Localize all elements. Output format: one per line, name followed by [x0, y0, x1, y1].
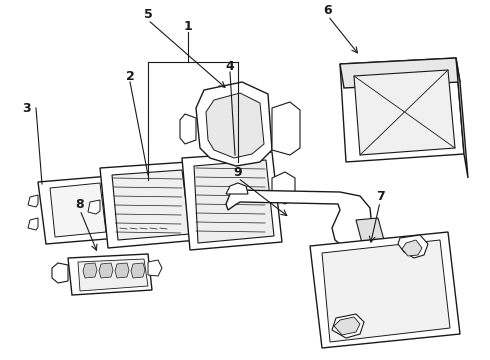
Polygon shape	[196, 82, 272, 166]
Text: 7: 7	[376, 189, 384, 202]
Text: 5: 5	[144, 8, 152, 21]
Ellipse shape	[281, 112, 289, 120]
Polygon shape	[272, 102, 300, 155]
Polygon shape	[180, 114, 196, 144]
Polygon shape	[50, 183, 106, 237]
Text: 6: 6	[324, 4, 332, 17]
Polygon shape	[99, 263, 113, 278]
Polygon shape	[83, 263, 97, 278]
Polygon shape	[398, 235, 428, 258]
Polygon shape	[112, 170, 190, 240]
Polygon shape	[226, 183, 248, 194]
Ellipse shape	[344, 225, 356, 239]
Text: 1: 1	[184, 19, 193, 32]
Ellipse shape	[281, 140, 289, 148]
Polygon shape	[148, 260, 162, 276]
Polygon shape	[322, 240, 450, 342]
Text: 4: 4	[225, 59, 234, 72]
Polygon shape	[68, 254, 152, 295]
Polygon shape	[78, 259, 148, 291]
Polygon shape	[100, 162, 198, 248]
Polygon shape	[340, 58, 464, 162]
Text: 8: 8	[75, 198, 84, 211]
Polygon shape	[38, 176, 118, 244]
Polygon shape	[340, 58, 460, 88]
Ellipse shape	[454, 113, 462, 123]
Polygon shape	[332, 314, 364, 338]
Polygon shape	[182, 152, 282, 250]
Polygon shape	[456, 58, 468, 178]
Text: 2: 2	[125, 69, 134, 82]
Polygon shape	[115, 263, 129, 278]
Polygon shape	[28, 218, 38, 230]
Polygon shape	[402, 240, 422, 256]
Text: 9: 9	[234, 166, 243, 179]
Polygon shape	[226, 190, 372, 248]
Ellipse shape	[280, 193, 286, 199]
Polygon shape	[206, 93, 264, 158]
Polygon shape	[272, 172, 295, 204]
Polygon shape	[194, 160, 274, 243]
Ellipse shape	[280, 179, 286, 185]
Text: 3: 3	[22, 102, 30, 114]
Polygon shape	[354, 70, 455, 155]
Polygon shape	[334, 317, 360, 335]
Polygon shape	[356, 218, 384, 243]
Polygon shape	[131, 263, 145, 278]
Polygon shape	[88, 200, 100, 214]
Polygon shape	[52, 263, 68, 283]
Ellipse shape	[55, 270, 61, 278]
Polygon shape	[310, 232, 460, 348]
Polygon shape	[28, 195, 38, 207]
Ellipse shape	[347, 229, 353, 235]
